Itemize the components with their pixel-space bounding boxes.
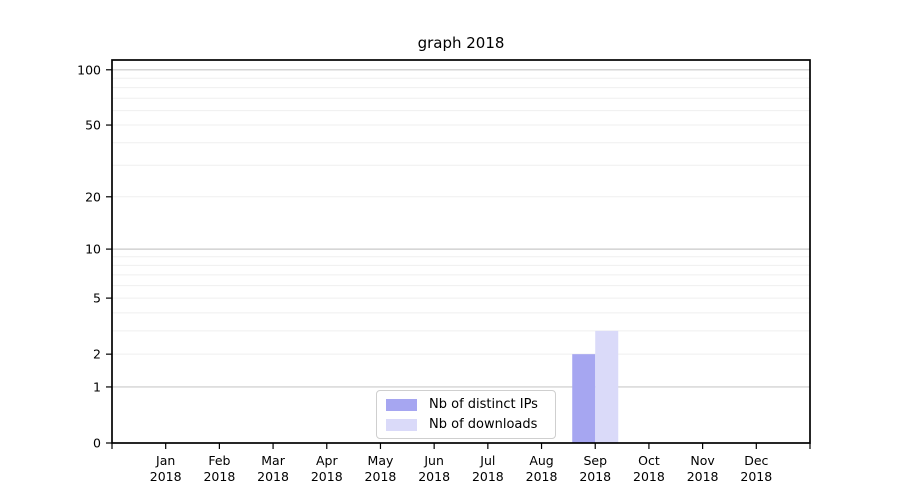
- svg-text:2018: 2018: [579, 469, 611, 484]
- svg-text:Nov: Nov: [690, 453, 715, 468]
- svg-text:20: 20: [85, 189, 101, 204]
- svg-text:Jun: Jun: [423, 453, 444, 468]
- chart-title: graph 2018: [417, 34, 505, 52]
- svg-text:100: 100: [77, 62, 101, 77]
- svg-text:Apr: Apr: [316, 453, 338, 468]
- svg-text:Oct: Oct: [638, 453, 660, 468]
- legend-swatch-downloads: [386, 418, 417, 431]
- svg-text:Aug: Aug: [529, 453, 553, 468]
- svg-text:2018: 2018: [150, 469, 182, 484]
- legend: Nb of distinct IPs Nb of downloads: [376, 390, 556, 439]
- svg-text:Mar: Mar: [261, 453, 285, 468]
- svg-text:2018: 2018: [633, 469, 665, 484]
- legend-item-distinct-ips: Nb of distinct IPs: [386, 397, 547, 412]
- legend-label-distinct-ips: Nb of distinct IPs: [429, 397, 538, 412]
- svg-text:2018: 2018: [311, 469, 343, 484]
- legend-label-downloads: Nb of downloads: [429, 417, 538, 432]
- svg-text:2: 2: [93, 347, 101, 362]
- svg-text:2018: 2018: [526, 469, 558, 484]
- svg-text:2018: 2018: [687, 469, 719, 484]
- svg-text:0: 0: [93, 436, 101, 451]
- legend-swatch-distinct-ips: [386, 398, 417, 411]
- svg-text:2018: 2018: [365, 469, 397, 484]
- svg-text:10: 10: [85, 242, 101, 257]
- legend-item-downloads: Nb of downloads: [386, 417, 547, 432]
- svg-text:May: May: [368, 453, 394, 468]
- svg-text:2018: 2018: [203, 469, 235, 484]
- svg-text:Jul: Jul: [479, 453, 495, 468]
- svg-text:Jan: Jan: [155, 453, 175, 468]
- svg-text:1: 1: [93, 379, 101, 394]
- svg-text:2018: 2018: [257, 469, 289, 484]
- svg-text:2018: 2018: [472, 469, 504, 484]
- svg-text:2018: 2018: [418, 469, 450, 484]
- svg-text:50: 50: [85, 118, 101, 133]
- svg-text:Sep: Sep: [583, 453, 607, 468]
- svg-text:Dec: Dec: [744, 453, 768, 468]
- svg-text:2018: 2018: [740, 469, 772, 484]
- svg-text:5: 5: [93, 291, 101, 306]
- svg-text:Feb: Feb: [208, 453, 230, 468]
